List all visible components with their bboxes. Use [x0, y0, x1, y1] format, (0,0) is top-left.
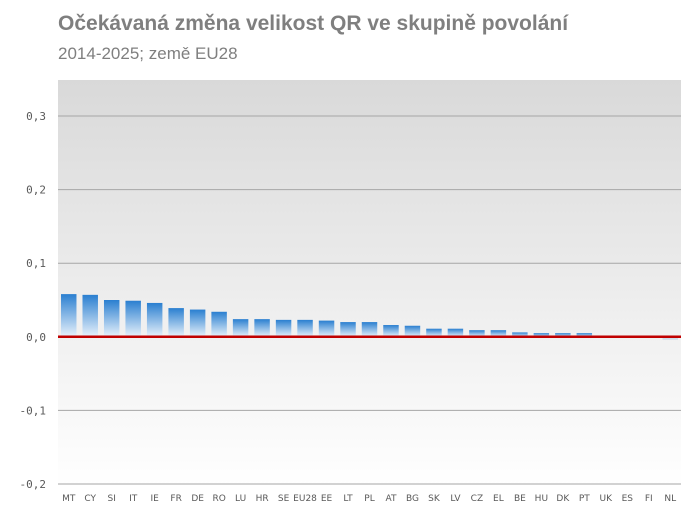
- x-tick-label: EE: [321, 494, 333, 504]
- bar-pl: [361, 322, 378, 337]
- x-tick-label: NL: [664, 494, 676, 504]
- plot-background: [58, 80, 681, 487]
- bar-de: [189, 309, 206, 337]
- chart-title: Očekávaná změna velikost QR ve skupině p…: [58, 12, 569, 35]
- bar-lu: [232, 319, 249, 337]
- x-tick-label: AT: [385, 494, 396, 504]
- x-tick-label: BG: [406, 494, 419, 504]
- bar-eu28: [297, 319, 313, 337]
- bar-ro: [211, 311, 227, 337]
- x-tick-label: PT: [579, 494, 590, 504]
- x-tick-label: IT: [129, 494, 138, 504]
- x-tick-label: FI: [645, 494, 653, 504]
- bar-bg: [404, 325, 421, 337]
- x-tick-label: PL: [364, 494, 374, 504]
- x-tick-label: SK: [428, 494, 441, 504]
- bar-lv: [447, 328, 464, 337]
- x-tick-label: SE: [278, 494, 290, 504]
- x-tick-label: HR: [256, 494, 269, 504]
- gridlines: [58, 115, 681, 485]
- x-tick-label: CZ: [471, 494, 483, 504]
- x-tick-label: FR: [170, 494, 181, 504]
- x-tick-label: LT: [343, 494, 353, 504]
- y-tick-label: 0,2: [26, 184, 46, 197]
- bar-mt: [61, 294, 77, 337]
- x-tick-label: LU: [235, 494, 246, 504]
- bars: [61, 294, 678, 340]
- x-tick-label: CY: [84, 494, 96, 504]
- x-axis: MT CY SI IT IE FR DE RO LU HR SE EU28 EE LT PL AT BG SK LV…: [62, 494, 676, 504]
- x-tick-label: IE: [151, 494, 160, 504]
- bar-dk: [555, 333, 571, 337]
- bar-fr: [168, 308, 184, 337]
- bar-se: [275, 319, 292, 337]
- y-axis: -0,2 -0,1 0,0 0,1 0,2 0,3: [20, 110, 47, 491]
- bar-pt: [576, 333, 593, 337]
- bar-si: [103, 300, 120, 337]
- x-tick-label: HU: [535, 494, 548, 504]
- bar-hu: [533, 333, 550, 337]
- y-tick-label: 0,1: [26, 257, 46, 270]
- bar-cz: [469, 330, 485, 337]
- x-tick-label: UK: [600, 494, 614, 504]
- bar-it: [125, 300, 141, 337]
- x-tick-label: EU28: [293, 494, 317, 504]
- y-tick-label: 0,0: [26, 331, 46, 344]
- bar-ee: [318, 320, 335, 337]
- x-tick-label: MT: [62, 494, 76, 504]
- x-tick-label: EL: [493, 494, 504, 504]
- bar-at: [383, 325, 399, 337]
- x-tick-label: LV: [450, 494, 461, 504]
- x-tick-label: SI: [108, 494, 116, 504]
- chart-subtitle: 2014-2025; země EU28: [58, 44, 238, 63]
- bar-be: [512, 332, 528, 337]
- x-tick-label: ES: [622, 494, 634, 504]
- bar-el: [490, 330, 507, 337]
- bar-sk: [426, 328, 442, 337]
- x-tick-label: DK: [556, 494, 570, 504]
- bar-hr: [254, 319, 270, 337]
- y-tick-label: -0,1: [20, 404, 47, 417]
- x-tick-label: BE: [514, 494, 526, 504]
- bar-nl: [662, 336, 678, 340]
- x-tick-label: RO: [212, 494, 225, 504]
- y-tick-label: -0,2: [20, 478, 47, 491]
- y-tick-label: 0,3: [26, 110, 46, 123]
- x-tick-label: DE: [191, 494, 204, 504]
- plot-area: [58, 80, 681, 487]
- bar-cy: [82, 294, 98, 337]
- bar-lt: [340, 322, 356, 337]
- bar-ie: [146, 302, 163, 337]
